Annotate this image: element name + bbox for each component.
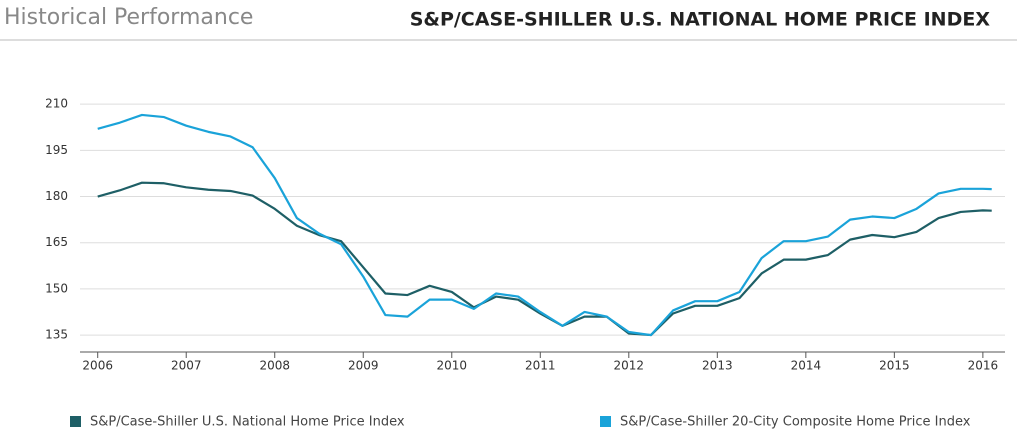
- y-tick-label: 180: [45, 189, 68, 203]
- x-tick-label: 2008: [259, 359, 290, 373]
- legend-label: S&P/Case-Shiller U.S. National Home Pric…: [90, 415, 405, 430]
- y-tick-label: 195: [45, 143, 68, 157]
- x-tick-label: 2013: [702, 359, 733, 373]
- legend-label: S&P/Case-Shiller 20-City Composite Home …: [620, 415, 971, 430]
- series-line: [97, 181, 992, 337]
- x-tick-label: 2014: [791, 359, 822, 373]
- y-tick-label: 150: [45, 281, 68, 295]
- x-tick-label: 2015: [879, 359, 910, 373]
- x-tick-label: 2006: [82, 359, 113, 373]
- x-tick-label: 2011: [525, 359, 556, 373]
- y-tick-label: 135: [45, 328, 68, 342]
- x-tick-label: 2012: [614, 359, 645, 373]
- chart-title: S&P/CASE-SHILLER U.S. NATIONAL HOME PRIC…: [410, 9, 991, 31]
- legend-swatch: [70, 416, 81, 427]
- x-tick-label: 2009: [348, 359, 379, 373]
- x-tick-label: 2016: [968, 359, 999, 373]
- x-tick-label: 2010: [436, 359, 467, 373]
- section-title: Historical Performance: [4, 5, 253, 30]
- legend-swatch: [600, 416, 611, 427]
- y-tick-label: 165: [45, 235, 68, 249]
- y-tick-label: 210: [45, 97, 68, 111]
- x-tick-label: 2007: [171, 359, 202, 373]
- series-line: [97, 113, 992, 337]
